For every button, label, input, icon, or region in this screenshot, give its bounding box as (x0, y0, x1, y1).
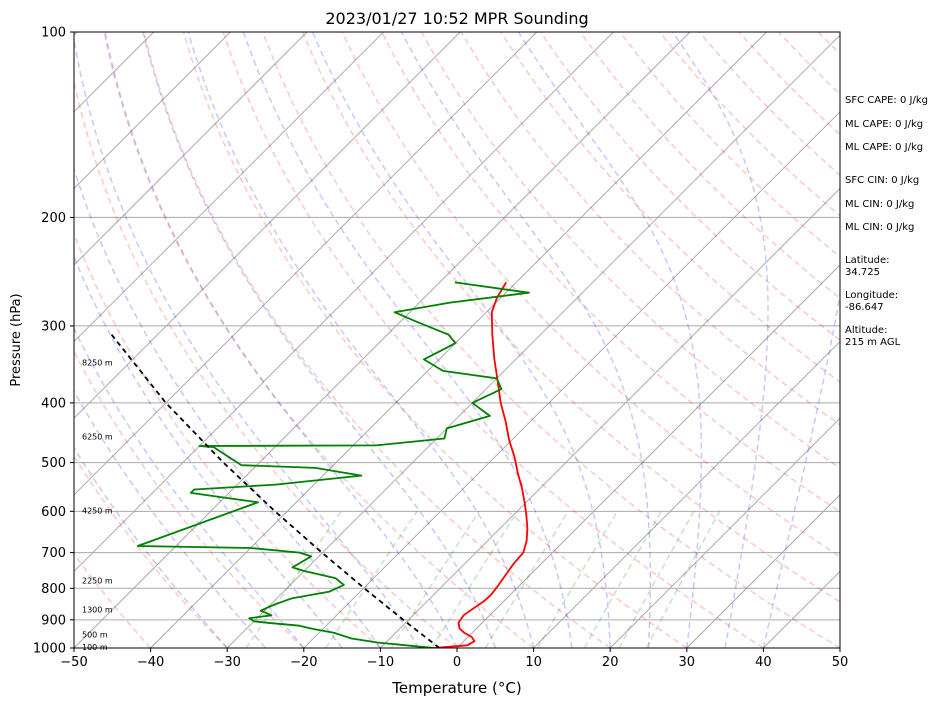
stat-annotation: Longitude: -86.647 (845, 290, 899, 313)
moist-adiabat (400, 32, 652, 648)
isotherm (456, 264, 840, 648)
height-label: 6250 m (82, 432, 113, 441)
stat-annotation: SFC CIN: 0 J/kg (845, 175, 920, 186)
y-tick-label: 900 (41, 613, 66, 628)
isotherm (74, 32, 231, 190)
stat-annotation: ML CIN: 0 J/kg (845, 199, 915, 210)
isotherm (74, 32, 691, 648)
isotherm (74, 32, 384, 343)
x-tick-label: 40 (755, 655, 772, 670)
height-label: 500 m (82, 631, 108, 640)
stat-annotation: ML CAPE: 0 J/kg (845, 142, 924, 153)
y-tick-label: 600 (41, 505, 66, 520)
stat-annotation: SFC CAPE: 0 J/kg (845, 95, 928, 106)
stat-annotation: ML CAPE: 0 J/kg (845, 119, 924, 130)
y-tick-label: 100 (41, 26, 66, 41)
isotherm (303, 111, 840, 648)
moist-adiabat (311, 32, 611, 648)
moist-adiabat (104, 32, 458, 648)
isotherm (74, 32, 538, 496)
moist-adiabat (672, 32, 769, 648)
moist-adiabat (242, 32, 573, 648)
y-tick-label: 400 (41, 396, 66, 411)
height-label: 2250 m (82, 577, 113, 586)
moist-adiabat (74, 446, 228, 648)
x-tick-label: −20 (290, 655, 317, 670)
mixing-ratio-line (431, 510, 519, 648)
x-axis-label: Temperature (°C) (391, 679, 521, 697)
mixing-ratio-line (645, 510, 721, 648)
isotherm (74, 32, 461, 419)
x-tick-label: 50 (832, 655, 849, 670)
isotherm (686, 494, 840, 648)
height-label: 1300 m (82, 606, 113, 615)
x-tick-label: −40 (137, 655, 164, 670)
mixing-ratio-line (583, 510, 663, 648)
dry-adiabat (74, 349, 305, 648)
dry-adiabat (579, 32, 840, 300)
axis-ticks: −50 −40 −30 −20 −10 0 10 20 30 40 50 100 200 300 400 50… (33, 26, 848, 671)
height-label: 4250 m (82, 506, 113, 515)
isotherm (0, 32, 1, 648)
y-axis-label: Pressure (hPa) (9, 293, 24, 386)
isotherm (74, 32, 614, 573)
mixing-ratio-line (618, 510, 695, 648)
moist-adiabat (762, 290, 840, 648)
background-lines (0, 32, 840, 648)
mixing-ratio-line (245, 510, 343, 648)
dewpoint-line (136, 281, 530, 648)
x-tick-label: −30 (213, 655, 240, 670)
isotherm (226, 34, 840, 648)
moist-adiabat (517, 32, 703, 648)
y-tick-label: 200 (41, 211, 66, 226)
moist-adiabat (187, 32, 535, 648)
y-tick-label: 500 (41, 456, 66, 471)
stat-annotation: Altitude: 215 m AGL (845, 325, 901, 348)
x-tick-label: 20 (602, 655, 619, 670)
isotherm (380, 187, 840, 648)
y-tick-label: 1000 (33, 642, 66, 657)
moist-adiabat (74, 36, 420, 648)
data-lines (110, 281, 530, 648)
mixing-ratio-line (536, 510, 618, 648)
parcel-profile-line (110, 334, 440, 648)
x-tick-label: −50 (60, 655, 87, 670)
mixing-ratio-line (390, 510, 480, 648)
y-tick-label: 800 (41, 582, 66, 597)
y-tick-label: 700 (41, 546, 66, 561)
isotherm (533, 340, 840, 648)
stat-annotation: ML CIN: 0 J/kg (845, 222, 915, 233)
x-tick-label: 30 (679, 655, 696, 670)
y-tick-label: 300 (41, 319, 66, 334)
height-label: 8250 m (82, 358, 113, 367)
isotherm (150, 32, 767, 648)
dry-adiabat (143, 32, 611, 648)
isotherm (74, 32, 308, 266)
moist-adiabat (142, 32, 497, 648)
x-tick-label: 10 (525, 655, 542, 670)
dry-adiabat (262, 32, 840, 648)
moist-adiabat (74, 166, 382, 648)
dry-adiabat (74, 79, 458, 648)
x-tick-label: −10 (367, 655, 394, 670)
dry-adiabat (182, 32, 688, 648)
mixing-ratio-line (325, 510, 418, 648)
mixing-ratio-line (484, 510, 569, 648)
isotherm (609, 417, 840, 648)
x-tick-label: 0 (453, 655, 461, 670)
chart-title: 2023/01/27 10:52 MPR Sounding (325, 9, 588, 28)
moist-adiabat (74, 255, 343, 648)
stat-annotation: Latitude: 34.725 (845, 255, 890, 278)
